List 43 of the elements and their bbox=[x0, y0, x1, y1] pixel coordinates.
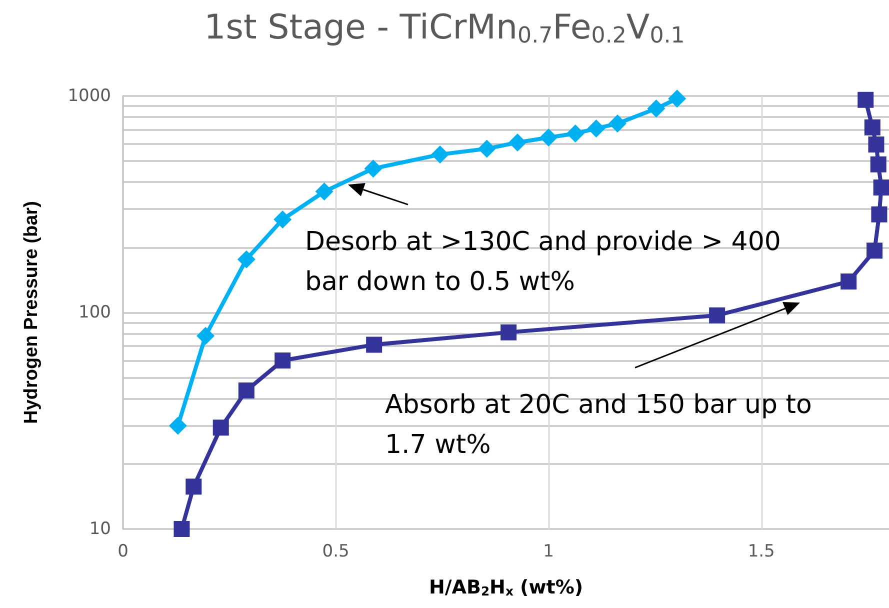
point bbox=[274, 210, 292, 228]
point bbox=[196, 326, 215, 345]
annotation: Absorb at 20C and 150 bar up to 1.7 wt% bbox=[385, 390, 812, 460]
point bbox=[566, 124, 584, 143]
point bbox=[500, 324, 517, 340]
point bbox=[168, 416, 187, 435]
point bbox=[587, 119, 606, 138]
point bbox=[868, 136, 884, 152]
point bbox=[315, 182, 334, 201]
annotation: Desorb at >130C and provide > 400 bar down to 0.5 wt% bbox=[305, 227, 781, 297]
point bbox=[647, 100, 666, 118]
point bbox=[478, 140, 496, 158]
point bbox=[366, 336, 382, 353]
point bbox=[871, 206, 888, 222]
point bbox=[840, 274, 857, 290]
point bbox=[508, 133, 526, 152]
point bbox=[864, 119, 880, 136]
x-tick-label: 0.5 bbox=[322, 542, 350, 562]
point bbox=[237, 250, 256, 268]
point bbox=[668, 90, 686, 108]
point bbox=[709, 307, 726, 324]
point bbox=[431, 145, 450, 164]
y-tick-label: 100 bbox=[78, 302, 111, 322]
y-tick-label: 1000 bbox=[68, 86, 111, 106]
point bbox=[608, 114, 626, 133]
point bbox=[866, 242, 883, 259]
point bbox=[873, 179, 889, 196]
point bbox=[174, 521, 190, 537]
point bbox=[212, 420, 229, 436]
x-tick-label: 1 bbox=[543, 542, 554, 562]
point bbox=[274, 352, 291, 369]
point bbox=[238, 382, 254, 399]
y-axis-title: Hydrogen Pressure (bar) bbox=[21, 201, 42, 424]
point bbox=[870, 156, 886, 172]
point bbox=[186, 478, 202, 495]
x-tick-label: 1.5 bbox=[748, 542, 775, 562]
y-tick-label: 10 bbox=[89, 519, 111, 539]
point bbox=[540, 128, 558, 147]
point bbox=[858, 92, 874, 108]
x-axis-title: H/AB2Hx (wt%) bbox=[428, 576, 584, 599]
chart-title: 1st Stage - TiCrMn0.7Fe0.2V0.1 bbox=[204, 8, 685, 48]
point bbox=[364, 160, 382, 178]
x-tick-label: 0 bbox=[118, 542, 128, 562]
